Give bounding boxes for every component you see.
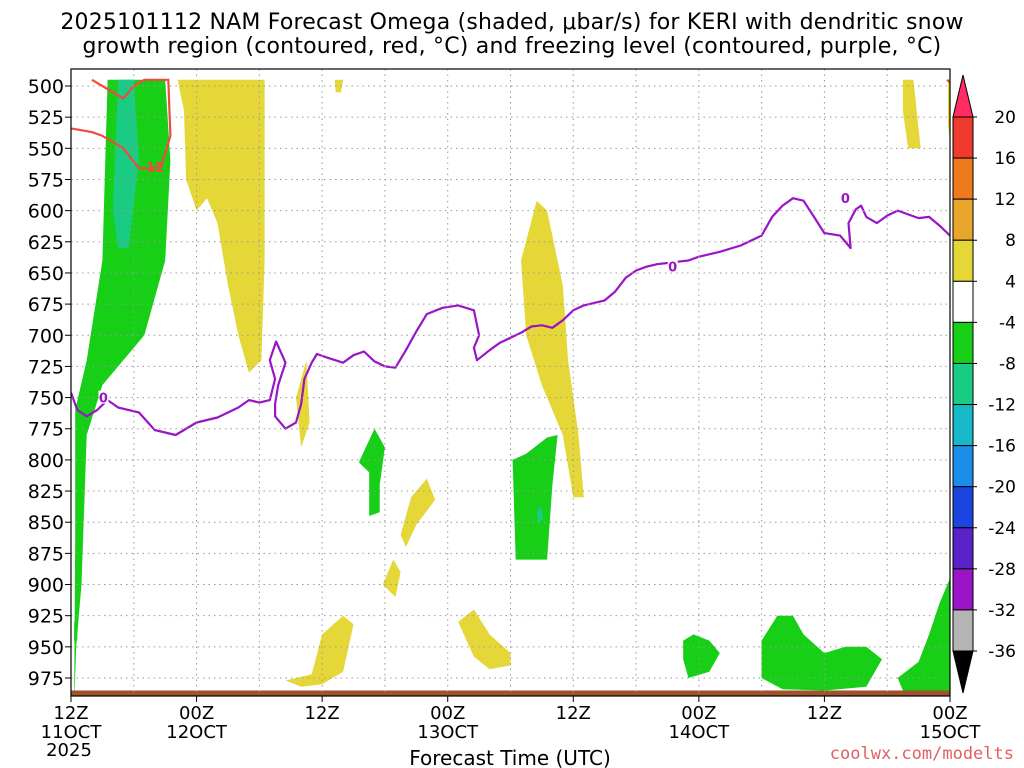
colorbar-label-11: -28	[988, 560, 1016, 580]
colorbar-band-6	[952, 321, 974, 364]
chart-title-line-2: growth region (contoured, red, °C) and f…	[82, 34, 942, 59]
colorbar-label-9: -20	[988, 478, 1016, 498]
colorbar-band-2	[952, 157, 974, 200]
freezing-level-contour	[71, 197, 950, 437]
y-tick-label-550: 550	[28, 138, 64, 160]
freezing-contour-label-2: 0	[841, 192, 850, 207]
freezing-label-bg-1	[667, 259, 678, 273]
x-tick-date-60: 14OCT	[669, 722, 731, 743]
y-tick-label-925: 925	[28, 606, 64, 628]
colorbar-band-11	[952, 527, 974, 570]
omega-region-0	[74, 79, 171, 696]
terrain-band	[71, 690, 950, 696]
omega-region-10	[902, 79, 921, 149]
x-tick-label-60: 00Z	[681, 703, 716, 724]
colorbar-band-4	[952, 239, 974, 282]
dendritic-contour-label: -12	[141, 161, 165, 176]
chart-title-line-1: 2025101112 NAM Forecast Omega (shaded, μ…	[60, 10, 964, 35]
y-tick-label-850: 850	[28, 512, 64, 534]
colorbar-label-2: 12	[994, 190, 1016, 210]
x-tick-date-84: 15OCT	[920, 722, 982, 743]
colorbar-band-8	[952, 404, 974, 447]
y-tick-label-950: 950	[28, 637, 64, 659]
freezing-contour-label-0: 0	[99, 392, 108, 407]
colorbar-label-0: 20	[994, 108, 1016, 128]
colorbar-label-4: 4	[1005, 272, 1016, 292]
colorbar-bottom-arrow	[952, 650, 974, 694]
colorbar-band-10	[952, 486, 974, 529]
colorbar-band-13	[952, 609, 974, 652]
credit-text: coolwx.com/modelts	[829, 744, 1014, 764]
x-tick-label-48: 12Z	[556, 703, 591, 724]
y-tick-label-675: 675	[28, 294, 64, 316]
x-tick-label-12: 00Z	[179, 703, 214, 724]
y-tick-label-900: 900	[28, 575, 64, 597]
colorbar-label-6: -8	[999, 354, 1016, 374]
dendritic-growth-contour	[71, 78, 172, 170]
x-tick-label-24: 12Z	[305, 703, 340, 724]
y-tick-label-625: 625	[28, 232, 64, 254]
y-tick-label-500: 500	[28, 76, 64, 98]
colorbar-label-3: 8	[1005, 231, 1016, 251]
x-tick-year-0: 2025	[46, 740, 92, 761]
omega-region-1	[112, 79, 139, 248]
colorbar-label-13: -36	[988, 642, 1016, 662]
y-tick-label-775: 775	[28, 419, 64, 441]
freezing-label-bg-0	[98, 390, 109, 404]
y-tick-label-725: 725	[28, 356, 64, 378]
omega-region-7	[382, 559, 401, 597]
y-tick-label-875: 875	[28, 543, 64, 565]
colorbar-label-1: 16	[994, 149, 1016, 169]
y-tick-label-750: 750	[28, 388, 64, 410]
omega-region-18	[74, 621, 78, 641]
colorbar-band-1	[952, 116, 974, 159]
y-tick-label-600: 600	[28, 201, 64, 223]
y-tick-label-800: 800	[28, 450, 64, 472]
omega-region-9	[458, 609, 511, 670]
omega-region-8	[285, 615, 354, 687]
x-tick-date-12: 12OCT	[166, 722, 228, 743]
omega-region-2	[177, 79, 265, 373]
colorbar-label-8: -16	[988, 437, 1016, 457]
x-tick-date-0: 11OCT	[41, 722, 103, 743]
colorbar-band-9	[952, 445, 974, 488]
omega-region-14	[536, 507, 543, 523]
omega-region-4	[296, 360, 310, 448]
omega-region-15	[683, 634, 720, 678]
colorbar-label-12: -32	[988, 601, 1016, 621]
colorbar-band-7	[952, 362, 974, 406]
plot-frame	[70, 68, 951, 697]
colorbar-top-arrow	[952, 74, 974, 118]
omega-region-17	[897, 578, 950, 691]
x-tick-label-0: 12Z	[53, 703, 88, 724]
colorbar-band-12	[952, 568, 974, 611]
omega-region-12	[358, 428, 385, 516]
y-tick-label-650: 650	[28, 263, 64, 285]
freezing-contour-label-1: 0	[668, 261, 677, 276]
x-tick-label-72: 12Z	[807, 703, 842, 724]
omega-region-13	[512, 435, 558, 560]
colorbar-label-5: -4	[999, 313, 1016, 333]
x-tick-label-84: 00Z	[932, 703, 967, 724]
colorbar-band-3	[952, 198, 974, 241]
colorbar-label-7: -12	[988, 396, 1016, 416]
x-tick-label-36: 00Z	[430, 703, 465, 724]
x-axis-label: Forecast Time (UTC)	[409, 746, 611, 768]
x-tick-date-36: 13OCT	[417, 722, 479, 743]
y-tick-label-700: 700	[28, 325, 64, 347]
y-tick-label-975: 975	[28, 668, 64, 690]
omega-region-16	[761, 615, 882, 691]
colorbar-label-10: -24	[988, 519, 1016, 539]
y-tick-label-525: 525	[28, 107, 64, 129]
omega-region-3	[334, 79, 344, 93]
omega-region-5	[521, 200, 584, 498]
omega-region-6	[400, 478, 436, 548]
y-tick-label-575: 575	[28, 169, 64, 191]
freezing-label-bg-2	[840, 191, 851, 205]
colorbar-band-5	[952, 280, 974, 323]
y-tick-label-825: 825	[28, 481, 64, 503]
